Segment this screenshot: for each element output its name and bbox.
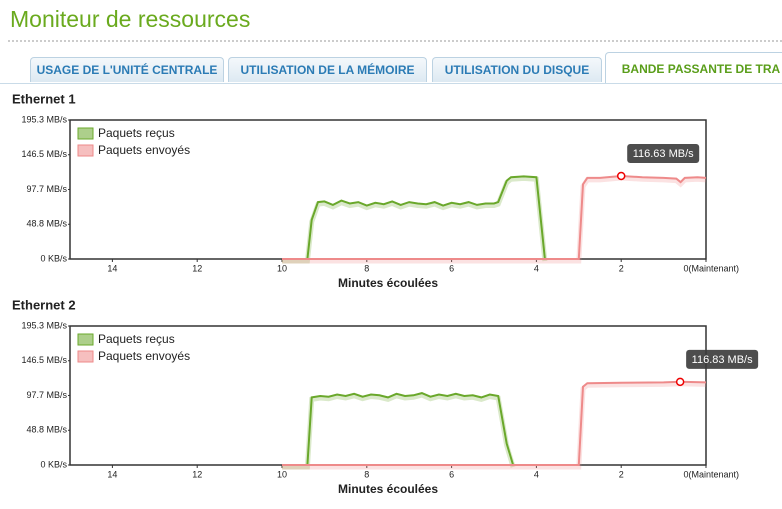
chart-title: Ethernet 2 (12, 297, 76, 312)
x-tick-label: 0(Maintenant) (683, 263, 739, 273)
x-tick-label: 12 (192, 469, 202, 479)
legend-label: Paquets envoyés (98, 143, 190, 157)
tooltip-box (627, 143, 700, 163)
x-tick-label: 8 (364, 263, 369, 273)
legend-swatch (77, 127, 94, 140)
plot-area (69, 119, 707, 260)
y-tick-label: 0 KB/s (40, 459, 67, 469)
x-tick-label: 4 (534, 469, 539, 479)
tooltip-box (686, 349, 759, 369)
tooltip-label: 116.63 MB/s (633, 148, 694, 160)
tooltip-label: 116.83 MB/s (692, 354, 753, 366)
y-tick-label: 195.3 MB/s (21, 320, 67, 330)
x-axis-label: Minutes écoulées (338, 482, 438, 496)
x-tick-label: 12 (192, 263, 202, 273)
legend-label: Paquets reçus (98, 126, 175, 140)
legend-label: Paquets reçus (98, 332, 175, 346)
x-tick-label: 2 (619, 469, 624, 479)
plot-area (69, 325, 707, 466)
x-tick-label: 10 (277, 263, 287, 273)
series-line (282, 380, 707, 466)
tooltip-point (675, 377, 685, 387)
x-tick-label: 6 (449, 469, 454, 479)
y-tick-label: 146.5 MB/s (21, 355, 67, 365)
legend-swatch (77, 144, 94, 157)
page-title: Moniteur de ressources (10, 6, 251, 32)
x-tick-label: 6 (449, 263, 454, 273)
separator (8, 40, 782, 42)
series-line (282, 392, 515, 466)
series-line (282, 174, 707, 260)
x-tick-label: 14 (107, 469, 117, 479)
y-tick-label: 97.7 MB/s (26, 184, 67, 194)
series-line (282, 175, 546, 260)
x-tick-label: 2 (619, 263, 624, 273)
x-axis-label: Minutes écoulées (338, 276, 438, 290)
y-tick-label: 48.8 MB/s (26, 425, 67, 435)
y-tick-label: 195.3 MB/s (21, 114, 67, 124)
y-tick-label: 146.5 MB/s (21, 149, 67, 159)
legend-swatch (77, 333, 94, 346)
series-shadow (282, 392, 516, 470)
x-tick-label: 4 (534, 263, 539, 273)
legend-swatch (77, 350, 94, 363)
x-tick-label: 14 (107, 263, 117, 273)
series-shadow (282, 381, 707, 470)
x-tick-label: 10 (277, 469, 287, 479)
x-tick-label: 8 (364, 469, 369, 479)
series-shadow (282, 175, 548, 264)
chart-title: Ethernet 1 (12, 91, 76, 106)
tab-bar: USAGE DE L'UNITÉ CENTRALE UTILISATION DE … (0, 52, 782, 84)
x-tick-label: 0(Maintenant) (683, 469, 739, 479)
y-tick-label: 0 KB/s (40, 253, 67, 263)
tooltip-point (616, 171, 626, 181)
series-shadow (282, 175, 707, 264)
y-tick-label: 48.8 MB/s (26, 219, 67, 229)
legend-label: Paquets envoyés (98, 349, 190, 363)
tab[interactable]: UTILISATION DE LA MÉMOIRE (228, 57, 427, 82)
y-tick-label: 97.7 MB/s (26, 390, 67, 400)
tab[interactable]: BANDE PASSANTE DE TRA (605, 52, 782, 83)
tab[interactable]: USAGE DE L'UNITÉ CENTRALE (30, 57, 224, 82)
tab[interactable]: UTILISATION DU DISQUE (432, 57, 602, 82)
